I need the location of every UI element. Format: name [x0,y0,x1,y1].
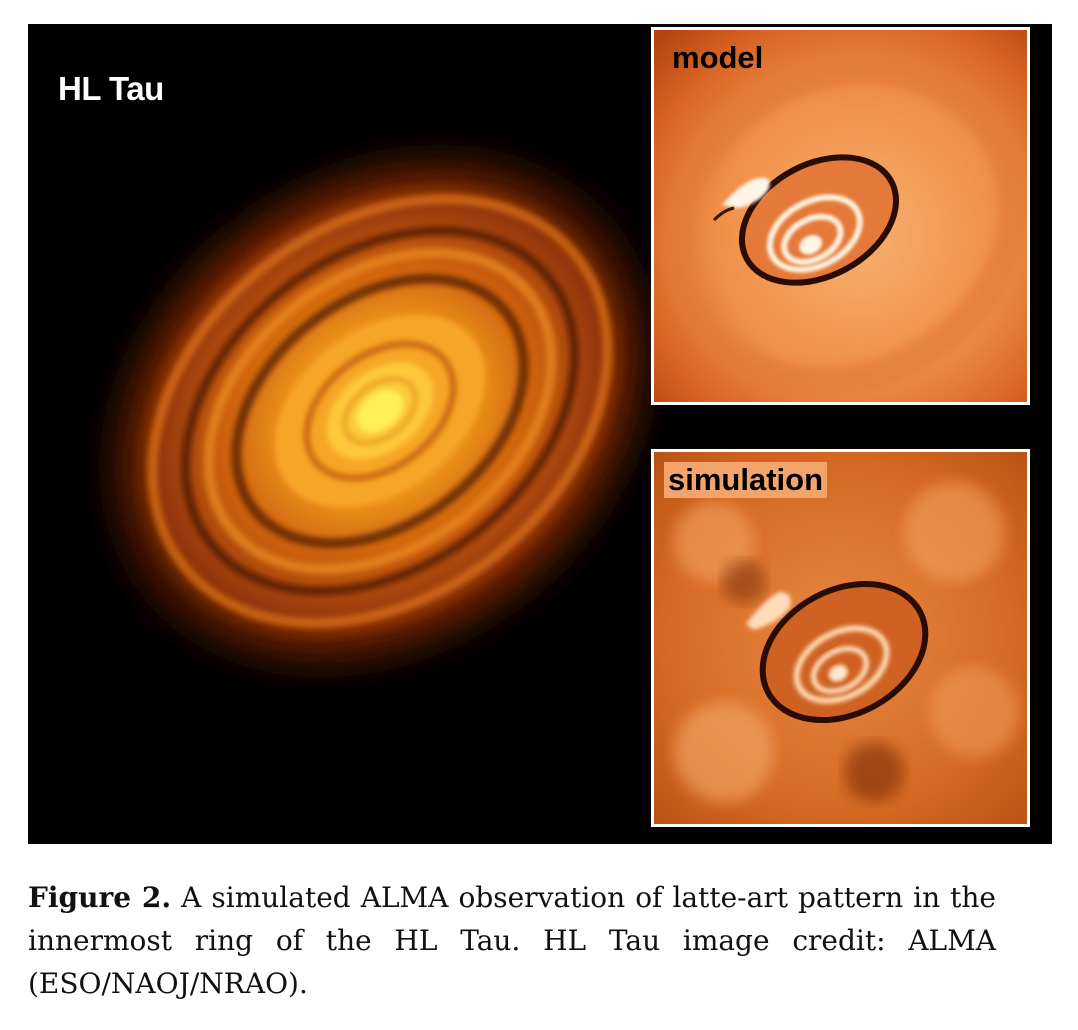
simulation-image [654,452,1027,824]
model-inset: model [651,27,1030,405]
simulation-label: simulation [664,462,828,498]
hl-tau-label: HL Tau [58,70,164,107]
caption-text: A simulated ALMA observation of latte-ar… [28,881,996,1000]
protoplanetary-disk [73,119,687,703]
figure-caption: Figure 2. A simulated ALMA observation o… [28,876,996,1005]
simulation-inset: simulation [651,449,1030,827]
model-image [654,30,1027,402]
figure-number: Figure 2. [28,881,172,914]
figure-image-panel: HL Tau [28,24,1052,844]
model-label: model [672,40,764,75]
hl-tau-disk-image [73,119,687,703]
